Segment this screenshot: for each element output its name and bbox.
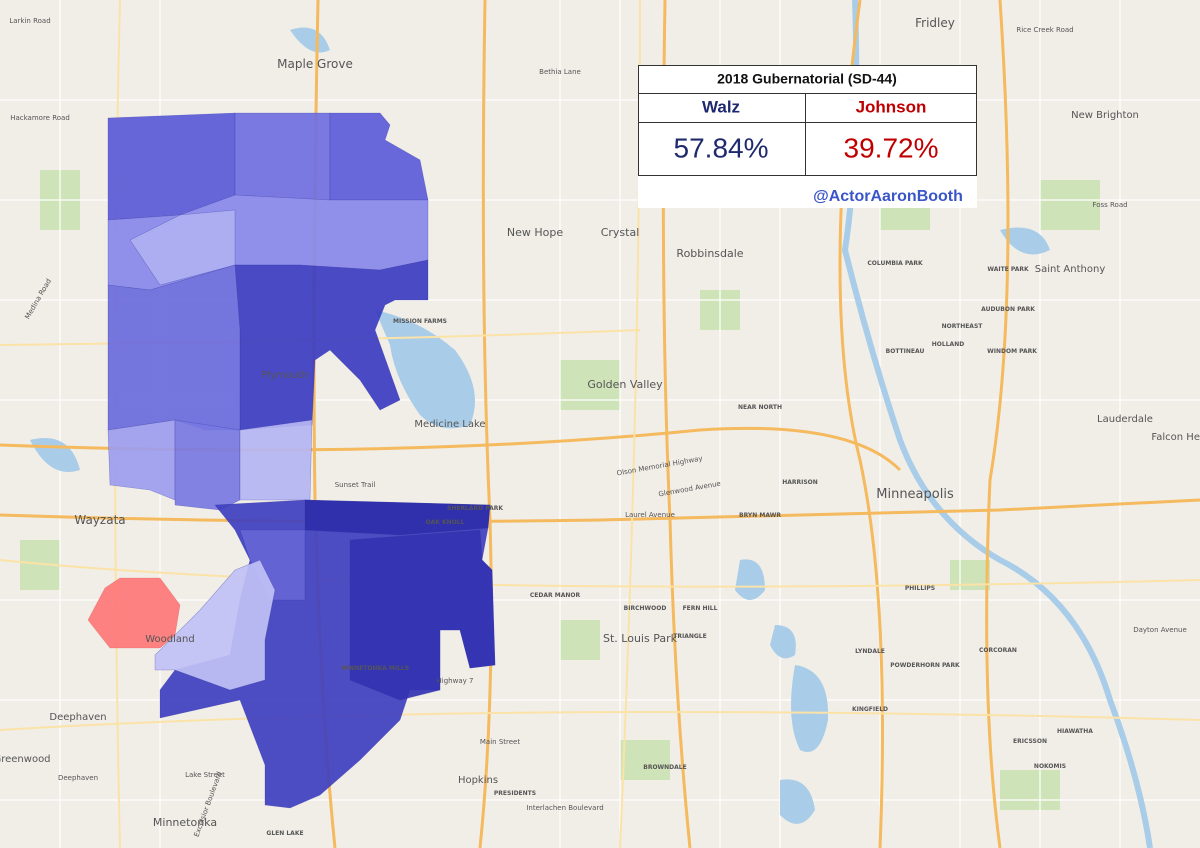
map-label: BRYN MAWR [739, 512, 781, 519]
map-label: Highway 7 [437, 677, 474, 685]
map-label: OAK KNOLL [426, 519, 465, 526]
table-background [638, 65, 977, 208]
map-label: POWDERHORN PARK [890, 662, 960, 669]
credit: @ActorAaronBooth [813, 188, 963, 205]
map-label: NORTHEAST [942, 323, 984, 330]
map-label: Laurel Avenue [625, 511, 675, 519]
map-label: Crystal [601, 226, 640, 239]
map-label: Falcon Heights [1151, 432, 1200, 443]
map-label: MISSION FARMS [393, 318, 447, 325]
map-label: Interlachen Boulevard [526, 804, 603, 812]
map-label: Deephaven [58, 774, 98, 782]
map-label: New Hope [507, 226, 563, 239]
map-label: GLEN LAKE [266, 830, 303, 837]
map-label: Larkin Road [9, 17, 50, 25]
map-label: AUDUBON PARK [981, 306, 1035, 313]
map-label: PRESIDENTS [494, 790, 536, 797]
map-label: CORCORAN [979, 647, 1017, 654]
map-label: Saint Anthony [1035, 264, 1106, 275]
table-title: 2018 Gubernatorial (SD-44) [717, 71, 897, 87]
result-value: 57.84% [674, 132, 769, 163]
map-label: Lauderdale [1097, 414, 1153, 425]
parks [20, 170, 1100, 810]
map-label: Maple Grove [277, 57, 353, 71]
map-label: Woodland [145, 634, 194, 645]
map-label: WAITE PARK [987, 266, 1029, 273]
map-label: Bethia Lane [539, 68, 581, 76]
map-label: WINDOM PARK [987, 348, 1037, 355]
map-label: Hopkins [458, 775, 498, 786]
map-label: Lake Street [185, 771, 225, 779]
map-label: NEAR NORTH [738, 404, 782, 411]
map-label: Rice Creek Road [1016, 26, 1073, 34]
map-label: Medicine Lake [414, 419, 485, 430]
map-label: Wayzata [74, 513, 125, 527]
map-label: FERN HILL [683, 605, 718, 612]
map-label: NOKOMIS [1034, 763, 1066, 770]
result-value: 39.72% [844, 132, 939, 163]
map-label: ERICSSON [1013, 738, 1047, 745]
map-label: Golden Valley [587, 378, 663, 391]
map-label: Sunset Trail [335, 481, 376, 489]
results-table: 2018 Gubernatorial (SD-44) Walz Johnson … [638, 65, 977, 208]
map-label: KINGFIELD [852, 706, 888, 713]
map-label: Deephaven [49, 712, 106, 723]
table-border [638, 65, 977, 176]
candidate-name: Walz [702, 97, 740, 116]
map-label: Minnetonka [153, 816, 217, 829]
map-label: BOTTINEAU [886, 348, 925, 355]
candidate-name: Johnson [856, 97, 927, 116]
map-label: St. Louis Park [603, 632, 678, 645]
map-label: Greenwood [0, 754, 51, 765]
map-label: MINNETONKA MILLS [341, 665, 409, 672]
map-label: TRIANGLE [673, 633, 706, 640]
map-label: Fridley [915, 16, 955, 30]
map-label: PHILLIPS [905, 585, 935, 592]
map-label: Plymouth [261, 370, 308, 381]
map-label: HOLLAND [932, 341, 964, 348]
map-label: New Brighton [1071, 110, 1139, 121]
map-label: BROWNDALE [643, 764, 686, 771]
map-label: HARRISON [782, 479, 818, 486]
map-label: LYNDALE [855, 648, 885, 655]
map-label: Main Street [480, 738, 520, 746]
map-label: Robbinsdale [676, 247, 743, 260]
map-label: COLUMBIA PARK [867, 260, 923, 267]
precincts [87, 112, 496, 809]
map-label: Foss Road [1092, 201, 1127, 209]
lakes [30, 0, 1153, 848]
map-label: Dayton Avenue [1133, 626, 1187, 634]
map-label: Hackamore Road [10, 114, 70, 122]
map-label: SHERLARD PARK [447, 505, 503, 512]
map-label: HIAWATHA [1057, 728, 1093, 735]
map-label: CEDAR MANOR [530, 592, 581, 599]
map-label: Minneapolis [876, 487, 954, 502]
map-label: BIRCHWOOD [624, 605, 667, 612]
